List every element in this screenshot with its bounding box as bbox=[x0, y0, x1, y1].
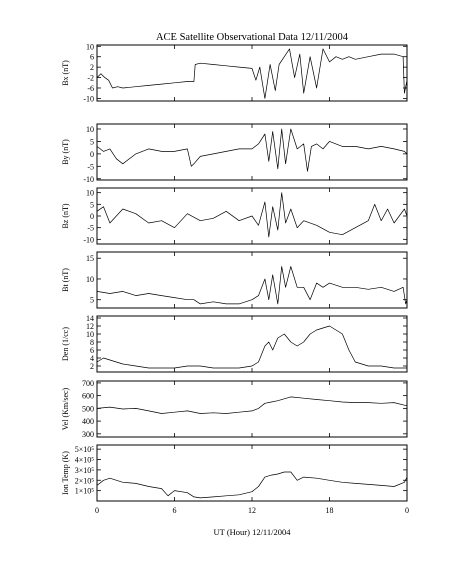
series-line bbox=[97, 267, 407, 304]
y-axis-label: Ion Temp (K) bbox=[61, 451, 70, 495]
y-tick-label: 600 bbox=[82, 392, 94, 401]
y-axis-label: Bx (nT) bbox=[61, 60, 70, 86]
x-axis-label: UT (Hour) 12/11/2004 bbox=[214, 527, 292, 537]
panel-frame bbox=[97, 124, 407, 180]
y-tick-label: -10 bbox=[83, 94, 94, 103]
y-tick-label: -10 bbox=[83, 175, 94, 184]
y-tick-label: 400 bbox=[82, 417, 94, 426]
y-tick-label: 6 bbox=[90, 53, 94, 62]
y-tick-label: 5×10⁵ bbox=[75, 445, 95, 454]
series-line bbox=[97, 472, 407, 498]
y-tick-label: -2 bbox=[87, 74, 94, 83]
x-tick-label: 6 bbox=[173, 506, 177, 515]
series-line bbox=[97, 397, 407, 414]
y-tick-label: 10 bbox=[86, 42, 94, 51]
y-tick-label: 500 bbox=[82, 404, 94, 413]
y-axis-label: Vel (Km/sec) bbox=[61, 387, 70, 430]
y-axis-label: By (nT) bbox=[61, 139, 70, 165]
panel-3: 15 10 5 Bt (nT) bbox=[61, 252, 407, 308]
panel-0: 10 62 -2-6-10 Bx (nT) bbox=[61, 42, 407, 103]
y-tick-label: -6 bbox=[87, 84, 94, 93]
x-tick-label: 18 bbox=[326, 506, 334, 515]
y-tick-label: 5 bbox=[90, 296, 94, 305]
y-tick-label: 10 bbox=[86, 275, 94, 284]
panel-frame bbox=[97, 445, 407, 501]
y-tick-label: 0 bbox=[90, 212, 94, 221]
series-line bbox=[97, 193, 407, 237]
series-line bbox=[97, 326, 407, 368]
y-tick-label: 3×10⁵ bbox=[75, 466, 95, 475]
y-tick-label: 10 bbox=[86, 125, 94, 134]
y-tick-label: 5 bbox=[90, 200, 94, 209]
y-axis-label: Den (1/cc) bbox=[61, 327, 70, 361]
x-tick-label: 12 bbox=[248, 506, 256, 515]
figure-title: ACE Satellite Observational Data 12/11/2… bbox=[156, 32, 349, 43]
x-tick-label: 0 bbox=[405, 506, 409, 515]
y-tick-label: 10 bbox=[86, 189, 94, 198]
y-tick-label: 300 bbox=[82, 430, 94, 439]
y-tick-label: 700 bbox=[82, 379, 94, 388]
y-tick-label: -5 bbox=[87, 224, 94, 233]
series-line bbox=[97, 129, 407, 171]
y-tick-label: 0 bbox=[90, 150, 94, 159]
y-tick-label: 2×10⁵ bbox=[75, 476, 95, 485]
y-axis-label: Bz (nT) bbox=[61, 203, 70, 228]
x-tick-label: 0 bbox=[95, 506, 99, 515]
y-tick-label: 15 bbox=[86, 254, 94, 263]
y-axis-label: Bt (nT) bbox=[61, 268, 70, 292]
y-tick-label: 1×10⁵ bbox=[75, 487, 95, 496]
y-tick-label: -10 bbox=[83, 235, 94, 244]
panel-frame bbox=[97, 45, 407, 101]
panel-2: 10 5 0 -5 -10 Bz (nT) bbox=[61, 188, 407, 244]
panel-5: 700 600 500 400 300 Vel (Km/sec) bbox=[61, 379, 407, 439]
panel-frame bbox=[97, 381, 407, 437]
y-tick-label: 2 bbox=[90, 362, 94, 371]
y-tick-label: -5 bbox=[87, 162, 94, 171]
y-tick-label: 5 bbox=[90, 137, 94, 146]
y-tick-label: 2 bbox=[90, 63, 94, 72]
x-axis: 0 6 12 18 0 bbox=[95, 506, 409, 515]
series-line bbox=[97, 49, 407, 99]
y-tick-label: 4×10⁵ bbox=[75, 456, 95, 465]
panel-1: 10 5 0 -5 -10 By (nT) bbox=[61, 124, 407, 184]
